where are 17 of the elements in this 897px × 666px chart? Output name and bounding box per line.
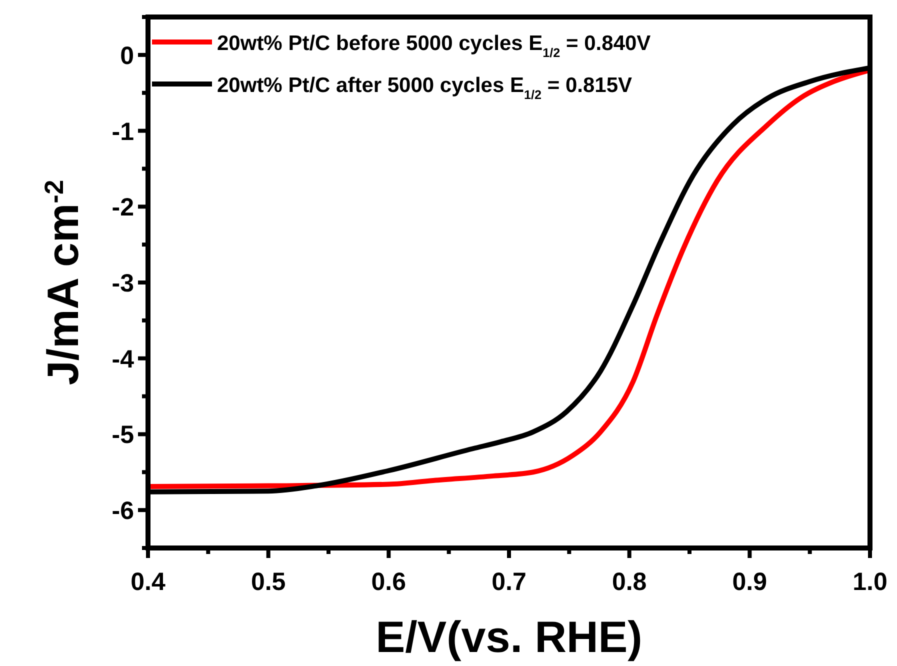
legend-label: 20wt% Pt/C after 5000 cycles E$_{1/2}$ = 0.815V xyxy=(217,74,632,102)
y-tick-label: -4 xyxy=(112,345,134,374)
x-tick-label: 0.5 xyxy=(250,568,286,596)
x-tick-label: 0.8 xyxy=(612,568,647,596)
y-tick-label: -1 xyxy=(112,118,134,146)
x-tick-label: 0.7 xyxy=(492,568,526,596)
legend-label: 20wt% Pt/C before 5000 cycles E$_{1/2}$ = 0.840V xyxy=(217,32,651,60)
y-tick-label: -2 xyxy=(112,194,134,222)
x-tick-label: 0.4 xyxy=(130,568,166,596)
x-tick-label: 0.9 xyxy=(732,568,768,596)
y-tick-label: -6 xyxy=(112,497,134,526)
x-axis-title: E/V(vs. RHE) xyxy=(376,613,642,662)
x-tick-label: 0.6 xyxy=(371,568,406,596)
y-tick-label: -5 xyxy=(112,421,134,450)
x-tick-label: 1.0 xyxy=(852,568,888,596)
y-tick-label: 0 xyxy=(120,42,134,70)
y-tick-label: -3 xyxy=(112,270,134,298)
